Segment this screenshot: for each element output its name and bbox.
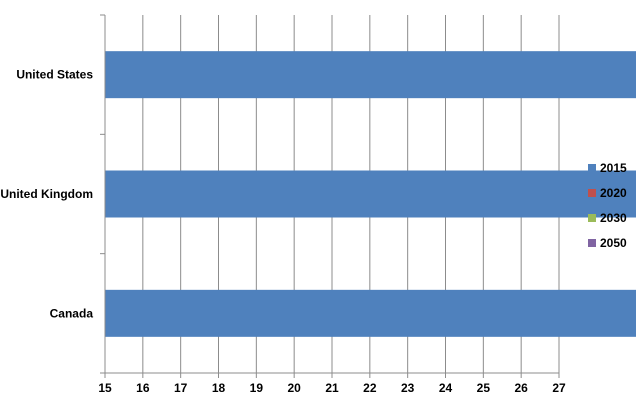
- legend-label: 2015: [600, 161, 627, 175]
- x-tick-label: 26: [514, 381, 528, 395]
- x-tick-label: 20: [287, 381, 301, 395]
- legend-swatch: [588, 164, 596, 172]
- x-tick-label: 15: [98, 381, 112, 395]
- bar-segment: [105, 170, 636, 218]
- category-label: Canada: [50, 306, 94, 320]
- x-tick-label: 16: [136, 381, 150, 395]
- legend-label: 2030: [600, 211, 627, 225]
- x-tick-label: 24: [439, 381, 453, 395]
- bar-segment: [105, 289, 636, 337]
- legend-label: 2020: [600, 186, 627, 200]
- legend-label: 2050: [600, 236, 627, 250]
- x-tick-label: 22: [363, 381, 377, 395]
- x-tick-label: 19: [250, 381, 264, 395]
- category-label: United States: [16, 68, 93, 82]
- bar-segment: [105, 51, 636, 99]
- legend-swatch: [588, 214, 596, 222]
- x-tick-label: 25: [477, 381, 491, 395]
- x-tick-label: 23: [401, 381, 415, 395]
- legend-swatch: [588, 239, 596, 247]
- x-tick-label: 21: [325, 381, 339, 395]
- legend-swatch: [588, 189, 596, 197]
- x-tick-label: 27: [552, 381, 566, 395]
- x-tick-label: 18: [212, 381, 226, 395]
- category-label: United Kingdom: [0, 187, 93, 201]
- x-tick-label: 17: [174, 381, 188, 395]
